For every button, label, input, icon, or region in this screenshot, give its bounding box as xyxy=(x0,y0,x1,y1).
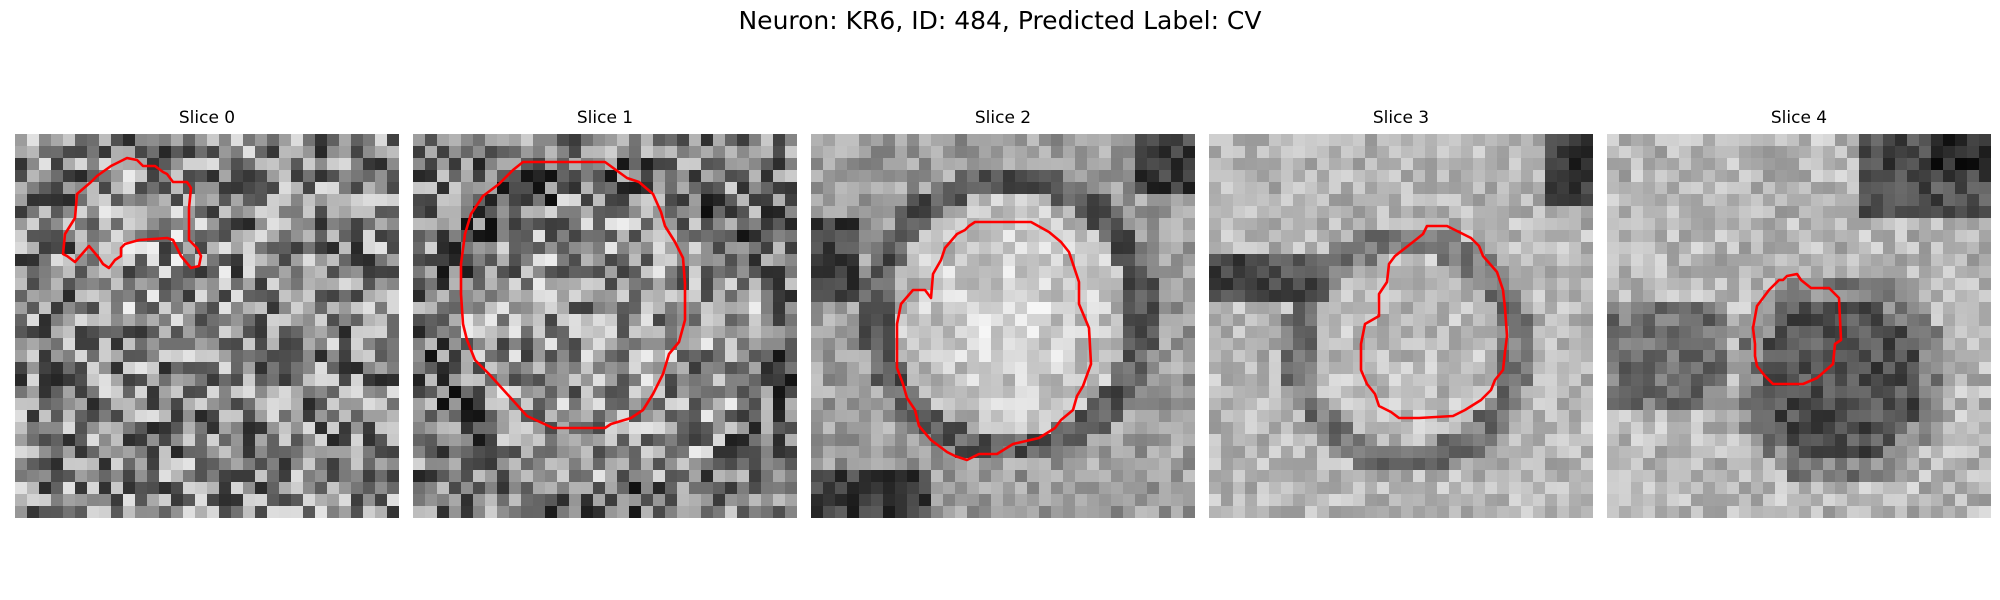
slice-title: Slice 0 xyxy=(178,108,236,128)
segmentation-contour xyxy=(1359,224,1509,420)
segmentation-contour xyxy=(895,220,1093,462)
pixel-texture xyxy=(413,134,797,518)
slice-title: Slice 3 xyxy=(1372,108,1430,128)
segmentation-contour xyxy=(61,156,203,270)
pixel-texture xyxy=(1209,134,1593,518)
figure-title: Neuron: KR6, ID: 484, Predicted Label: C… xyxy=(738,6,1262,35)
slice-panel-3: Slice 3 xyxy=(1209,108,1593,518)
slice-image xyxy=(413,134,797,518)
slice-panel-0: Slice 0 xyxy=(15,108,399,518)
slice-panel-2: Slice 2 xyxy=(811,108,1195,518)
slice-title: Slice 2 xyxy=(974,108,1032,128)
slice-title: Slice 1 xyxy=(576,108,634,128)
slice-panel-1: Slice 1 xyxy=(413,108,797,518)
slice-image xyxy=(15,134,399,518)
slice-panel-4: Slice 4 xyxy=(1607,108,1991,518)
segmentation-contour xyxy=(1751,272,1843,386)
pixel-texture xyxy=(15,134,399,518)
pixel-texture xyxy=(1607,134,1991,518)
slice-image xyxy=(811,134,1195,518)
slice-title: Slice 4 xyxy=(1770,108,1828,128)
segmentation-contour xyxy=(459,160,687,430)
pixel-texture xyxy=(811,134,1195,518)
slice-image xyxy=(1209,134,1593,518)
slice-image xyxy=(1607,134,1991,518)
